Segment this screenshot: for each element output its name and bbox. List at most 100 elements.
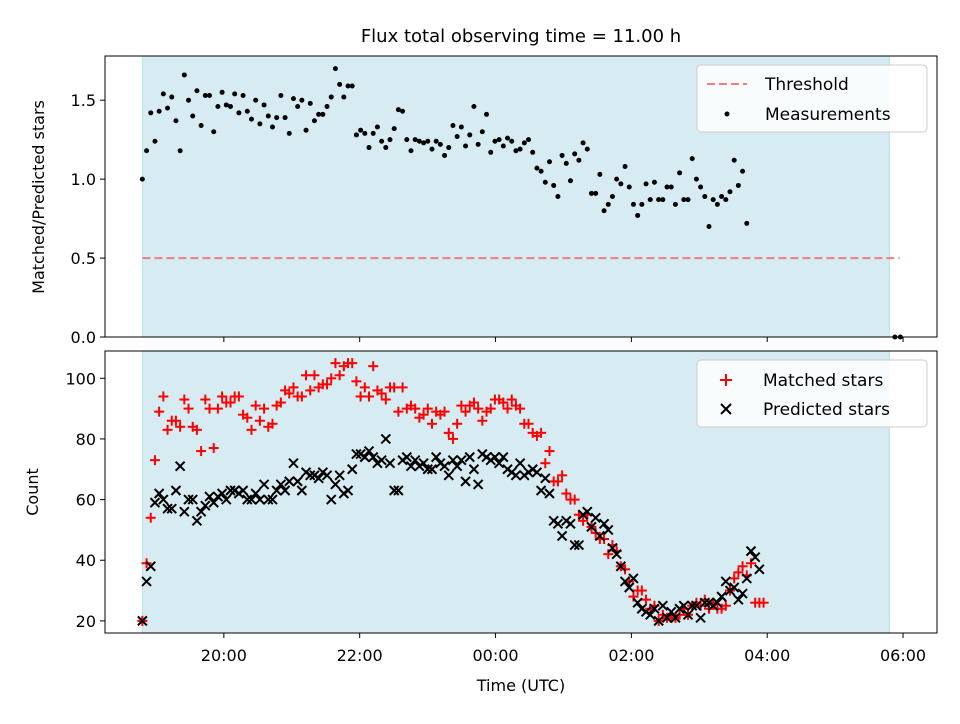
measurement-point [186,97,192,103]
measurement-point [152,138,158,144]
predicted-star-point [174,461,186,472]
predicted-star-point [569,539,580,551]
predicted-star-point [632,597,643,608]
x-tick-label: 00:00 [472,646,518,665]
x-tick-labels: 20:00 22:00 00:00 02:00 04:00 06:00 [201,646,926,665]
predicted-star-point [384,457,396,469]
top-legend: Threshold Measurements [696,64,928,133]
measurement-point [421,140,427,146]
measurement-point [484,111,490,117]
predicted-star-point [624,582,635,593]
predicted-star-point [716,591,727,602]
predicted-star-point [695,612,706,624]
bottom-legend: Matched stars Predicted stars [696,359,928,428]
measurement-point [509,138,515,144]
measurement-point [248,116,254,122]
predicted-star-point [426,464,438,475]
predicted-star-point [405,461,417,472]
predicted-star-point [225,485,236,496]
predicted-star-point [582,506,593,517]
matched-star-point [351,376,362,387]
x-tick-label: 20:00 [201,646,247,665]
predicted-star-point [275,479,287,490]
measurement-point [588,190,594,196]
matched-star-point [439,406,450,417]
measurement-point [475,141,481,147]
measurement-point [223,102,229,108]
measurement-point [567,178,573,184]
top-axis-ticks: 0.0 0.5 1.0 1.5 [71,91,904,347]
top-legend-box [696,64,928,133]
predicted-star-point [514,457,526,469]
measurement-point [320,111,326,117]
predicted-star-point [687,600,698,611]
measurement-point [282,115,288,121]
matched-star-point [296,391,307,402]
predicted-star-point [615,561,627,572]
count-panel: 20 40 60 80 100 Count 20:00 22:00 00:00 02:00 04… [23,350,938,695]
top-ytick-label: 1.5 [71,91,96,110]
measurement-point [706,223,712,229]
matched-star-point [552,476,563,487]
matched-star-point [447,433,458,444]
measurement-point [207,92,213,98]
measurement-point [303,127,309,133]
measurement-point [689,156,695,162]
matched-star-point [250,400,261,411]
matched-star-point [636,585,647,596]
predicted-star-point [447,454,459,466]
measurement-point [609,194,615,199]
bottom-axis-ticks: 20 40 60 80 100 [65,369,904,638]
measurement-point [546,159,552,165]
bottom-ytick-label: 80 [76,430,96,449]
measurement-point [517,146,523,152]
measurement-point [290,96,296,102]
measurement-point [148,110,154,116]
bottom-ytick-label: 60 [76,491,96,510]
matched-star-point [540,458,551,469]
predicted-star-point [409,454,421,466]
matched-star-point [149,455,160,466]
top-ytick-label: 0.5 [71,249,96,268]
predicted-star-point [498,451,509,463]
measurement-point [299,97,305,103]
predicted-star-point [556,530,568,542]
x-tick-label: 22:00 [337,646,383,665]
measurement-point [261,102,267,108]
measurement-point [572,151,578,157]
predicted-star-point [443,470,454,481]
measurement-point [576,157,582,163]
matched-star-point [641,594,652,605]
predicted-star-point [137,615,148,627]
measurement-point [530,149,536,155]
measurement-point [341,94,347,100]
predicted-star-point [451,461,463,472]
matched-star-point [745,558,756,569]
predicted-star-point [216,488,228,499]
matched-star-point [410,403,421,414]
measurement-point [513,148,519,154]
matched-star-point [380,394,391,405]
matched-star-point [208,443,219,454]
predicted-star-point [145,561,156,572]
measurement-point [425,138,431,144]
measurement-point [635,212,641,218]
matched-star-point [426,418,437,429]
measurement-point [274,115,280,121]
matched-star-point [179,394,190,405]
predicted-star-point [313,473,324,484]
measurement-point [584,146,590,152]
predicted-star-point [468,464,480,475]
matched-star-point [275,397,286,408]
predicted-star-point [321,470,333,481]
measurement-point [593,190,599,196]
measurement-point [286,130,292,136]
measurement-point [727,189,733,195]
measurement-point [521,140,527,146]
measurement-point [177,148,183,154]
predicted-star-point [351,448,362,460]
matched-star-point [284,388,295,399]
predicted-star-point [166,503,177,514]
measurement-point [332,66,338,72]
measurement-point [538,168,544,174]
